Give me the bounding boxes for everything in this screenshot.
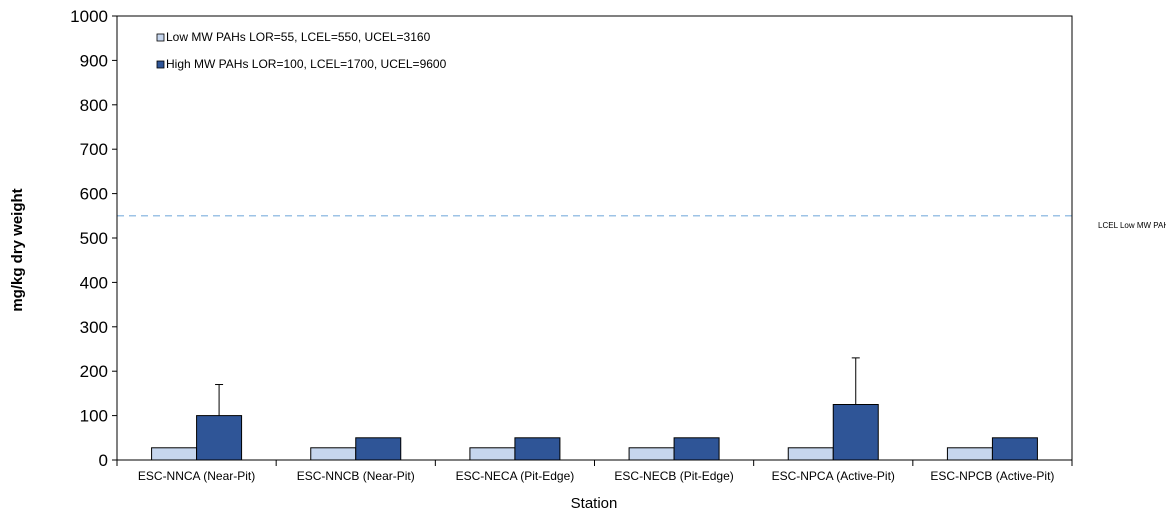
legend-label: Low MW PAHs LOR=55, LCEL=550, UCEL=3160 xyxy=(166,30,431,44)
y-tick-label: 800 xyxy=(80,96,108,115)
bar-series-2 xyxy=(673,437,720,461)
legend: Low MW PAHs LOR=55, LCEL=550, UCEL=3160 H… xyxy=(156,30,447,71)
bar-series-1 xyxy=(310,447,357,461)
bar-series-1 xyxy=(787,447,834,461)
y-tick-label: 100 xyxy=(80,407,108,426)
bar-series-1 xyxy=(628,447,675,461)
reference-line-label: LCEL Low MW PAHs xyxy=(1098,221,1166,230)
legend-label: High MW PAHs LOR=100, LCEL=1700, UCEL=96… xyxy=(166,57,447,71)
x-tick-label: ESC-NPCA (Active-Pit) xyxy=(772,469,895,483)
legend-swatch xyxy=(156,33,165,42)
error-bars xyxy=(215,357,860,416)
x-tick-label: ESC-NECB (Pit-Edge) xyxy=(614,469,733,483)
y-axis-title: mg/kg dry weight xyxy=(9,188,26,311)
x-tick-label: ESC-NPCB (Active-Pit) xyxy=(930,469,1054,483)
bar-series-2 xyxy=(196,415,243,461)
bar-series-2 xyxy=(355,437,402,461)
bar-series-2 xyxy=(832,404,879,461)
bars xyxy=(151,404,1038,461)
bar-series-1 xyxy=(469,447,516,461)
x-tick-label: ESC-NECA (Pit-Edge) xyxy=(456,469,575,483)
y-tick-label: 500 xyxy=(80,229,108,248)
legend-swatch xyxy=(156,60,165,69)
bar-series-2 xyxy=(514,437,561,461)
x-axis-title: Station xyxy=(571,495,618,512)
y-tick-label: 300 xyxy=(80,318,108,337)
y-tick-label: 1000 xyxy=(70,7,108,26)
plot-area-frame xyxy=(116,15,1073,461)
y-axis-ticks: 0 100 200 300 400 500 600 700 800 900 1000 xyxy=(70,7,117,470)
y-tick-label: 900 xyxy=(80,51,108,70)
x-axis-ticks: ESC-NNCA (Near-Pit) ESC-NNCB (Near-Pit) ES… xyxy=(116,460,1073,483)
x-tick-label: ESC-NNCB (Near-Pit) xyxy=(297,469,415,483)
y-tick-label: 400 xyxy=(80,273,108,292)
bar-series-1 xyxy=(151,447,198,461)
y-tick-label: 700 xyxy=(80,140,108,159)
reference-lines: LCEL Low MW PAHs xyxy=(117,215,1166,230)
y-tick-label: 600 xyxy=(80,185,108,204)
y-tick-label: 0 xyxy=(99,451,108,470)
bar-series-1 xyxy=(946,447,993,461)
x-tick-label: ESC-NNCA (Near-Pit) xyxy=(138,469,255,483)
y-tick-label: 200 xyxy=(80,362,108,381)
bar-series-2 xyxy=(991,437,1038,461)
